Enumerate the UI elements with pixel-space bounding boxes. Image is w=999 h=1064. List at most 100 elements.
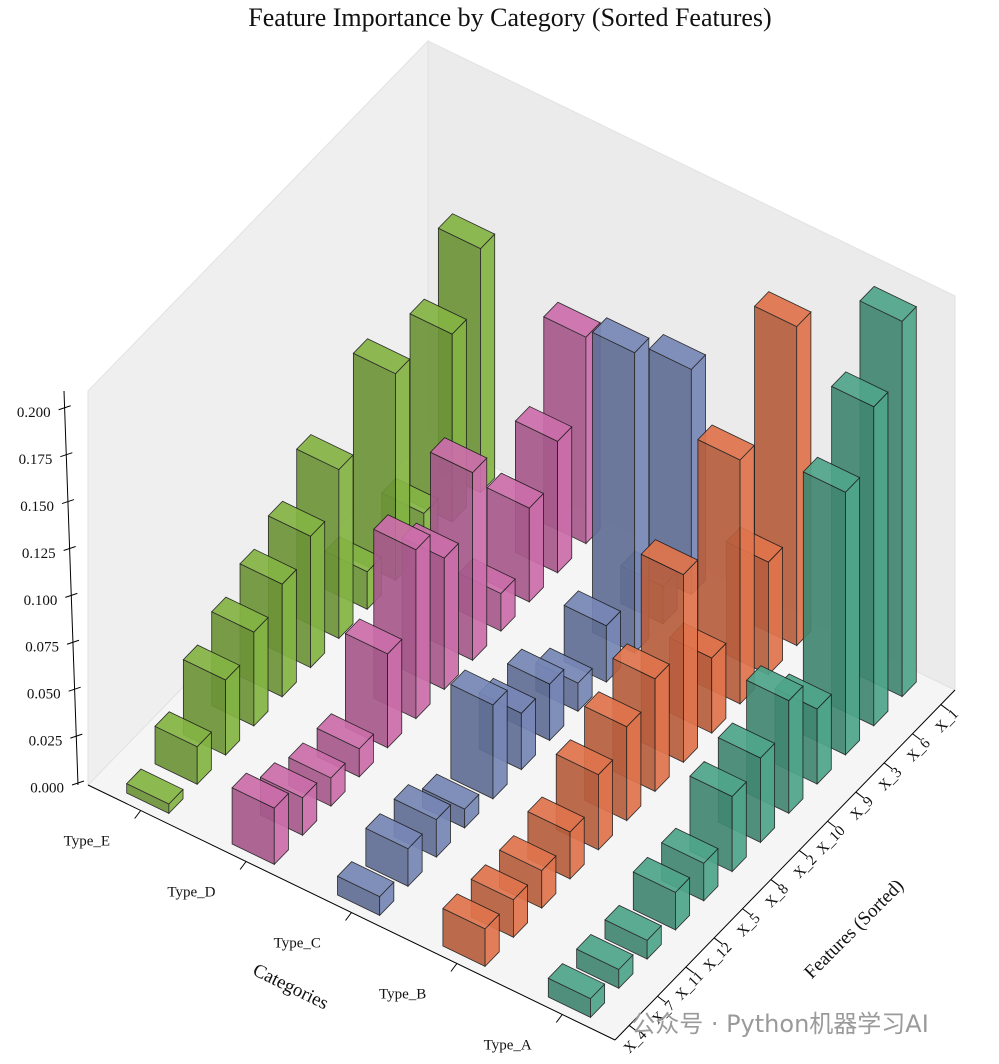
bar-top — [648, 333, 707, 370]
bar-top — [352, 338, 411, 375]
z-tick-label: 0.075 — [25, 640, 59, 656]
x-tick — [742, 908, 751, 916]
bar-top — [409, 298, 468, 335]
x-tick-label: X_1 — [933, 706, 962, 736]
bar-top — [211, 596, 269, 633]
bar-front — [731, 780, 747, 873]
bar — [591, 317, 650, 654]
z-tick — [65, 592, 78, 598]
bar-top — [527, 796, 585, 833]
bars — [126, 213, 917, 1019]
bar-top — [365, 813, 423, 850]
bar-front — [225, 664, 241, 757]
z-tick — [66, 639, 80, 645]
bar-top — [182, 644, 241, 681]
bar-front — [310, 520, 326, 669]
x-tick — [855, 791, 865, 799]
z-tick — [70, 733, 83, 739]
z-tick — [60, 452, 73, 458]
x-tick — [940, 704, 950, 711]
bar-front — [443, 542, 459, 691]
bar — [547, 963, 606, 1019]
bar-top — [640, 539, 699, 576]
bar — [450, 669, 508, 800]
y-tick — [450, 963, 458, 972]
bar-front — [626, 711, 642, 822]
z-tick-label: 0.125 — [22, 546, 56, 562]
bar-front — [682, 559, 698, 764]
z-tick — [61, 499, 75, 505]
y-tick-label: Type_C — [274, 935, 321, 951]
bar — [660, 827, 719, 902]
bar — [336, 861, 395, 917]
bar-top — [689, 761, 747, 798]
bar — [575, 934, 634, 990]
bar-top — [612, 643, 670, 680]
z-axis — [63, 390, 79, 786]
bar-top — [154, 711, 213, 748]
y-tick-label: Type_D — [167, 884, 215, 900]
bar-front — [739, 444, 755, 705]
bar-front — [654, 663, 670, 793]
bar-top — [547, 963, 606, 1000]
bar-front — [901, 305, 917, 698]
bar-top — [437, 213, 496, 250]
bar-top — [126, 768, 184, 805]
x-tick — [685, 966, 695, 974]
bar-top — [259, 762, 318, 799]
bar-top — [393, 784, 452, 821]
bar-top — [802, 456, 861, 493]
bar-front — [492, 689, 508, 800]
bar-front — [597, 759, 613, 851]
z-tick-label: 0.175 — [19, 452, 53, 468]
bar — [126, 768, 184, 815]
z-tick — [68, 686, 81, 692]
bar — [604, 904, 662, 961]
x-tick — [770, 879, 780, 886]
bar-top — [267, 500, 326, 537]
y-tick-label: Type_E — [64, 833, 110, 849]
bar-front — [873, 391, 889, 727]
bar-top — [514, 405, 573, 442]
x-tick — [657, 995, 666, 1003]
bar — [442, 893, 500, 968]
x-tick — [628, 1025, 638, 1032]
x-tick-label: X_8 — [763, 881, 792, 911]
bar-top — [745, 665, 804, 702]
bar-front — [472, 457, 488, 662]
bar-front — [845, 476, 861, 756]
bar — [154, 711, 213, 786]
bar-top — [543, 301, 601, 338]
bar-front — [557, 425, 573, 574]
x-tick — [798, 850, 808, 857]
z-tick-label: 0.150 — [20, 499, 54, 515]
bar-top — [336, 861, 395, 898]
bar-top — [753, 291, 812, 328]
bar-front — [253, 616, 269, 727]
bar — [365, 813, 423, 888]
y-tick-label: Type_B — [379, 986, 426, 1002]
bar-front — [816, 693, 832, 786]
y-tick — [239, 861, 247, 870]
bar-top — [296, 434, 354, 471]
bar-top — [859, 285, 917, 322]
bar-top — [239, 548, 298, 585]
bar-top — [555, 739, 614, 776]
bar-top — [450, 669, 508, 706]
bar-front — [528, 492, 544, 603]
bar-front — [711, 642, 727, 735]
y-tick — [134, 810, 142, 819]
z-tick-label: 0.200 — [17, 405, 51, 421]
bar-front — [338, 453, 354, 640]
x-tick-label: X_2 — [791, 852, 820, 882]
bar — [316, 713, 375, 778]
bar — [231, 772, 290, 866]
x-axis — [614, 689, 956, 1041]
x-tick — [827, 820, 836, 828]
bar-top — [316, 713, 375, 750]
z-tick-label: 0.050 — [27, 687, 61, 703]
x-tick — [883, 762, 893, 770]
bar-top — [632, 856, 691, 893]
